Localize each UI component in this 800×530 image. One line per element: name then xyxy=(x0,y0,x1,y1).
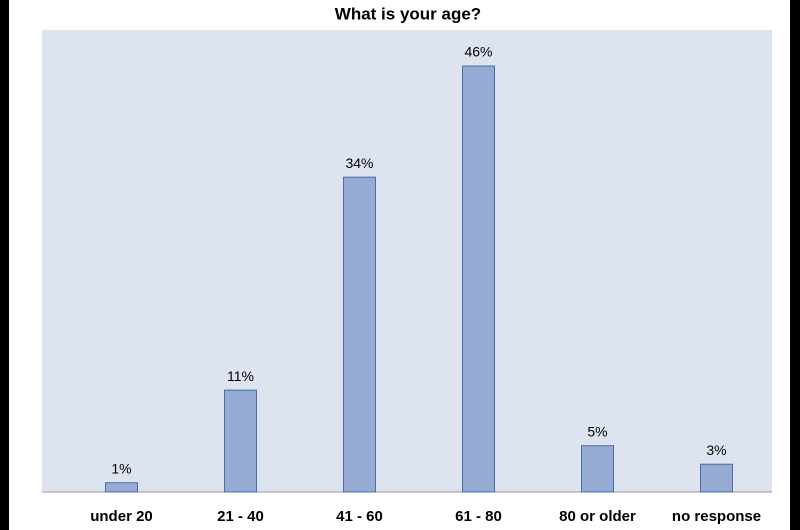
plot-area xyxy=(42,30,772,492)
data-label: 46% xyxy=(464,44,492,60)
x-tick-label: under 20 xyxy=(90,508,153,525)
bar xyxy=(343,176,376,493)
x-tick-label: no response xyxy=(672,508,761,525)
bar xyxy=(700,463,733,493)
data-label: 11% xyxy=(227,368,254,384)
x-tick-label: 61 - 80 xyxy=(455,508,502,525)
bar xyxy=(462,65,495,493)
bar xyxy=(581,445,614,493)
chart-title: What is your age? xyxy=(335,4,481,23)
x-tick-label: 80 or older xyxy=(559,508,636,525)
data-label: 3% xyxy=(706,442,726,458)
x-tick-label: 41 - 60 xyxy=(336,508,383,525)
data-label: 1% xyxy=(111,460,131,476)
x-tick-label: 21 - 40 xyxy=(217,508,264,525)
data-label: 5% xyxy=(587,423,607,439)
bar xyxy=(224,389,257,493)
data-label: 34% xyxy=(345,155,373,171)
bar xyxy=(105,482,138,493)
